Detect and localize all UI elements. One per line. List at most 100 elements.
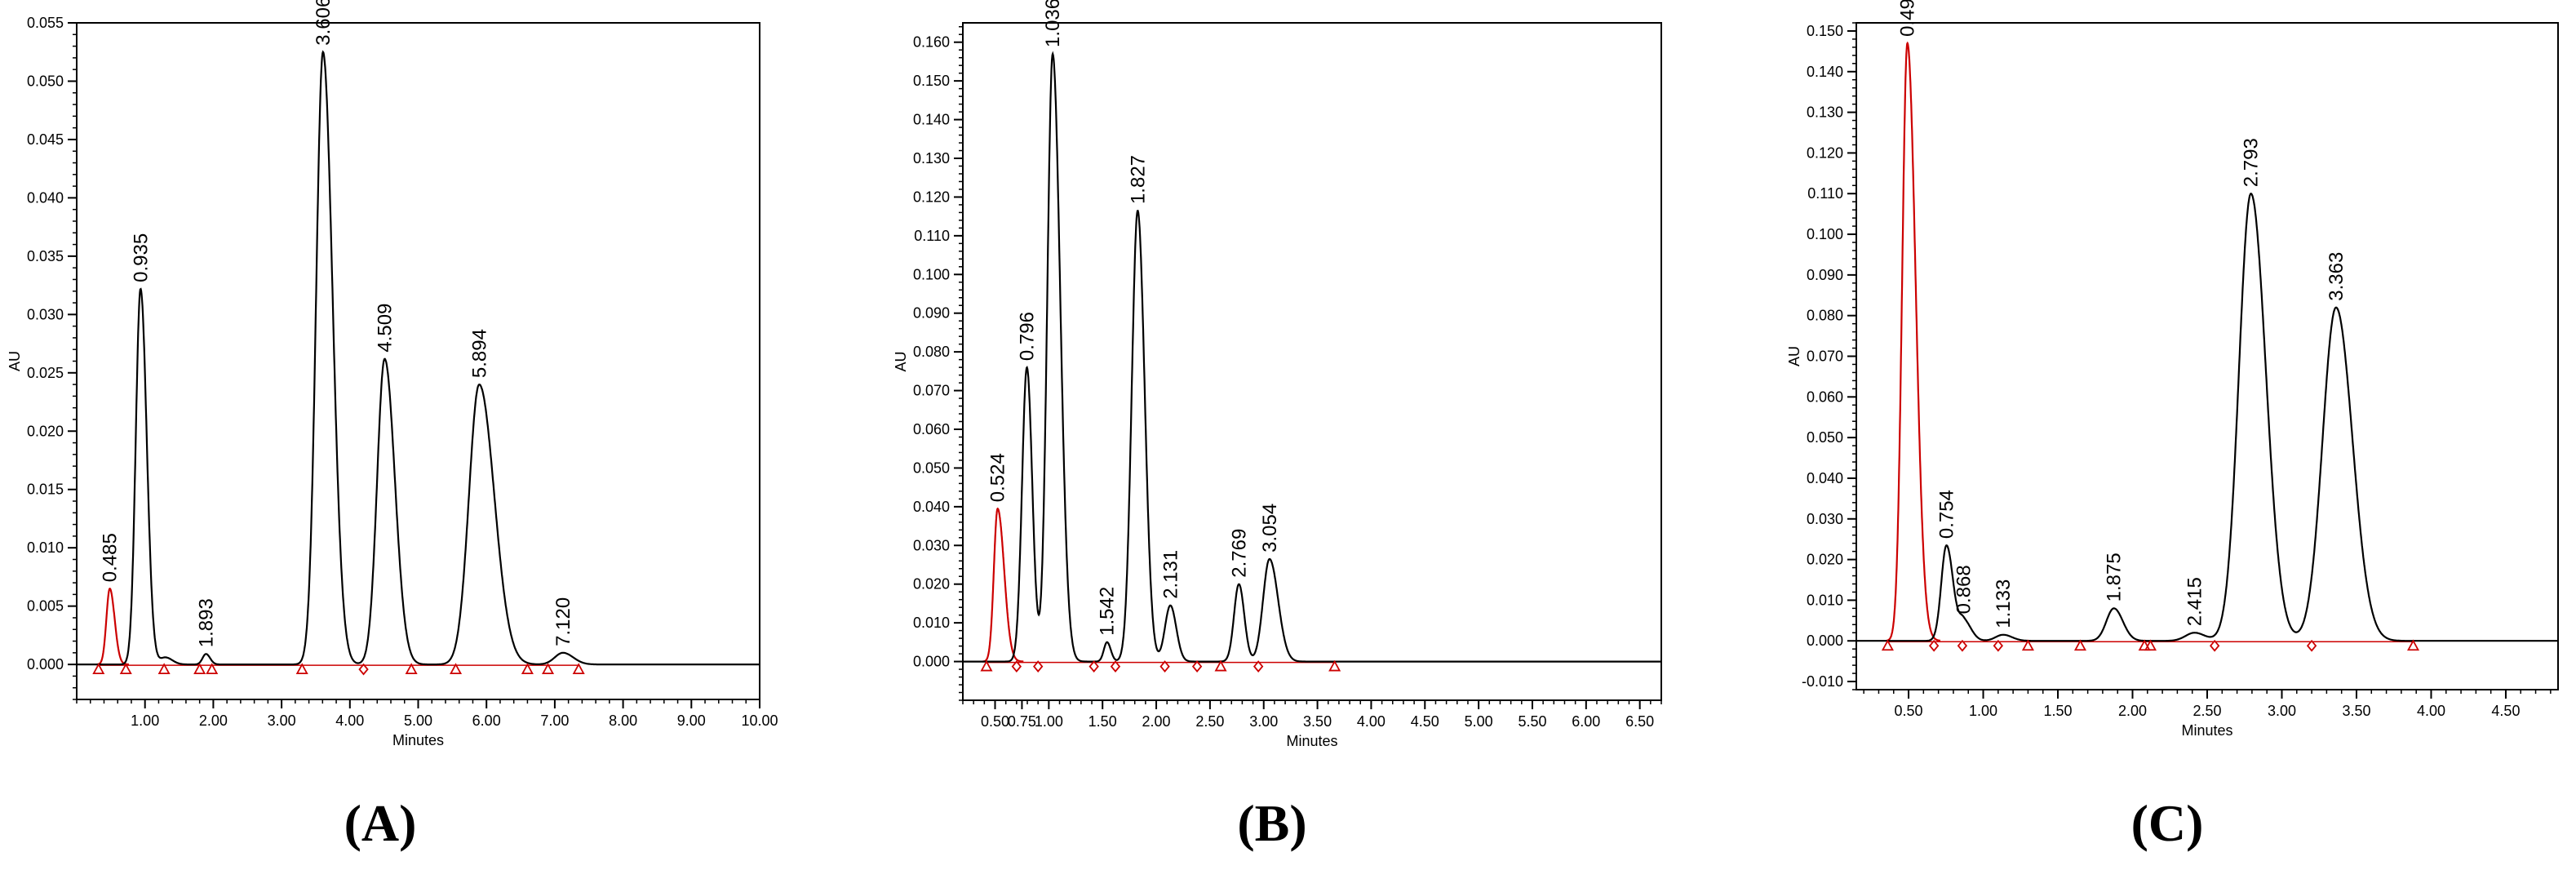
baseline-marker-triangle [157, 663, 171, 675]
x-tick-label: 2.00 [2118, 703, 2147, 719]
y-tick-label: 0.120 [913, 189, 950, 205]
baseline-marker-triangle [1881, 639, 1894, 651]
y-tick-label: 0.160 [913, 34, 950, 51]
y-tick-label: 0.140 [1807, 64, 1843, 80]
x-tick-label: 2.50 [2192, 703, 2221, 719]
baseline-marker-triangle [450, 663, 463, 675]
x-tick-label: 3.50 [1303, 713, 1332, 730]
peak-label: 0.796 [1016, 312, 1038, 361]
y-tick-label: 0.010 [27, 539, 64, 556]
x-tick-label: 6.50 [1625, 713, 1654, 730]
baseline-marker-triangle [2021, 639, 2034, 651]
y-tick-label: 0.080 [1807, 308, 1843, 324]
y-tick-label: 0.000 [27, 656, 64, 673]
panel-label-a: (A) [344, 794, 417, 852]
x-tick-label: 1.00 [1969, 703, 1997, 719]
y-tick-label: 0.130 [1807, 104, 1843, 121]
x-axis-title: Minutes [392, 732, 444, 748]
x-tick-label: 0.50 [981, 713, 1009, 730]
peak-label: 1.133 [1993, 579, 2015, 628]
peak-label: 1.875 [2104, 553, 2126, 602]
x-tick-label: 5.50 [1518, 713, 1546, 730]
y-tick-label: 0.025 [27, 365, 64, 381]
y-tick-label: 0.020 [27, 423, 64, 439]
baseline-marker-triangle [1214, 659, 1227, 672]
x-tick-label: 2.00 [1142, 713, 1171, 730]
x-tick-label: 4.50 [2491, 703, 2520, 719]
plot-frame [76, 22, 760, 700]
peak-label: 3.363 [2325, 252, 2348, 301]
x-tick-label: 10.00 [741, 713, 778, 729]
x-tick-label: 0.50 [1895, 703, 1923, 719]
chromatogram-panel-b: 0.500.751.00 1.50 2.00 2.50 3.00 3.50 4.00 4.50… [893, 0, 1662, 749]
chromatogram-panel-a: 1.00 2.00 3.00 4.00 5.00 6.00 7.00 8.00 9.00 10.0… [7, 0, 778, 748]
peak-trace-red [982, 507, 1024, 663]
y-tick-label: 0.140 [913, 112, 950, 128]
y-axis-title: AU [7, 351, 23, 371]
x-tick-label: 3.00 [268, 713, 296, 729]
y-tick-label: 0.030 [27, 306, 64, 322]
baseline-marker-triangle [119, 663, 132, 675]
y-tick-label: 0.150 [913, 73, 950, 89]
y-tick-label: 0.005 [27, 598, 64, 615]
baseline-marker-triangle [521, 663, 534, 675]
peak-label: 0.485 [100, 533, 122, 582]
y-tick-label: 0.090 [1807, 267, 1843, 283]
y-tick-label: 0.150 [1807, 23, 1843, 39]
chromatogram-trace [77, 50, 760, 666]
x-tick-label: 1.00 [131, 713, 159, 729]
y-tick-label: 0.035 [27, 248, 64, 264]
plot-frame [962, 22, 1662, 701]
peak-label: 2.415 [2184, 577, 2206, 626]
x-tick-label: 4.00 [1357, 713, 1386, 730]
baseline-marker-diamond [2306, 639, 2317, 652]
y-tick-label: -0.010 [1802, 673, 1843, 690]
y-tick-label: 0.030 [1807, 511, 1843, 527]
peak-label: 5.894 [468, 329, 490, 378]
peak-label: 1.542 [1097, 587, 1119, 636]
y-tick-label: 0.020 [1807, 552, 1843, 568]
y-tick-label: 0.050 [1807, 429, 1843, 446]
y-tick-label: 0.000 [913, 654, 950, 670]
baseline-marker-diamond [1159, 660, 1170, 673]
baseline-marker-triangle [572, 663, 585, 675]
x-tick-label: 3.00 [2268, 703, 2296, 719]
baseline-marker-diamond [358, 663, 369, 676]
peak-label: 2.131 [1159, 550, 1182, 599]
peak-label: 1.827 [1127, 155, 1149, 204]
peak-label: 0.754 [1936, 490, 1958, 539]
baseline-marker-diamond [1253, 660, 1264, 673]
y-tick-label: 0.060 [913, 421, 950, 437]
y-tick-label: 0.040 [913, 499, 950, 515]
peak-label: 1.893 [195, 598, 217, 647]
x-tick-label: 3.00 [1249, 713, 1278, 730]
peak-label: 3.606 [313, 0, 335, 46]
baseline-marker-diamond [1191, 660, 1203, 673]
y-tick-label: 0.110 [1807, 185, 1843, 202]
chromatogram-trace [1856, 192, 2558, 642]
y-tick-label: 0.110 [914, 228, 950, 244]
x-tick-label: 1.00 [1035, 713, 1063, 730]
y-tick-label: 0.015 [27, 482, 64, 498]
peak-label: 2.769 [1228, 529, 1250, 578]
baseline-marker-triangle [2144, 639, 2157, 651]
baseline-marker-triangle [405, 663, 418, 675]
y-tick-label: 0.080 [913, 344, 950, 360]
x-tick-label: 5.00 [404, 713, 432, 729]
peak-label: 3.054 [1259, 504, 1281, 553]
y-axis-title: AU [893, 351, 909, 371]
peak-trace-red [1886, 41, 1941, 642]
x-tick-label: 2.00 [199, 713, 228, 729]
x-axis-title: Minutes [2181, 722, 2232, 739]
baseline-marker-triangle [2073, 639, 2086, 651]
peak-label: 7.120 [552, 597, 574, 646]
baseline-marker-diamond [1011, 660, 1022, 673]
x-tick-label: 9.00 [677, 713, 706, 729]
y-axis-title: AU [1786, 346, 1802, 366]
x-tick-label: 4.00 [335, 713, 364, 729]
baseline-marker-triangle [2406, 639, 2420, 651]
chromatogram-trace [963, 51, 1661, 663]
x-axis-title: Minutes [1286, 733, 1337, 749]
baseline-marker-triangle [295, 663, 308, 675]
